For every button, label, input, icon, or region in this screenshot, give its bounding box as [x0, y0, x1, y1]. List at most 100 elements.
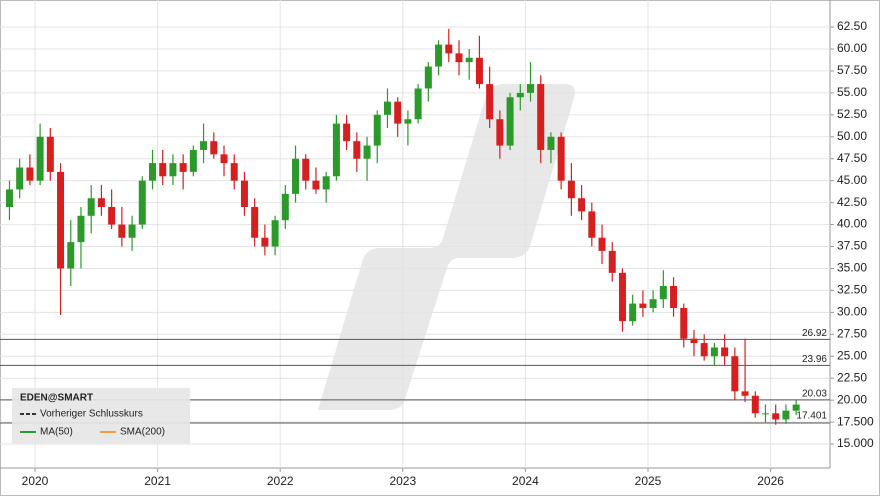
y-tick-label: 52.50 — [837, 107, 867, 121]
candle-body — [537, 84, 545, 150]
level-label: 23.96 — [802, 354, 827, 365]
candle-body — [148, 163, 156, 181]
candle-body — [373, 114, 381, 146]
candle-body — [271, 220, 279, 247]
candle-body — [670, 286, 678, 308]
y-tick-label: 32.50 — [837, 283, 867, 297]
candle-body — [302, 158, 310, 181]
candle-body — [629, 303, 637, 322]
candle-body — [598, 237, 606, 251]
candle-body — [588, 211, 596, 238]
candle-body — [179, 163, 187, 172]
candle-body — [322, 176, 330, 190]
candle-body — [578, 198, 586, 212]
candle-body — [404, 119, 412, 124]
y-tick-label: 20.00 — [837, 392, 867, 406]
candle-body — [618, 272, 626, 322]
x-tick-label: 2022 — [267, 474, 294, 488]
legend-box — [12, 388, 190, 444]
candle-body — [721, 347, 729, 357]
y-tick-label: 25.00 — [837, 348, 867, 362]
candle-body — [108, 207, 116, 225]
candle-body — [424, 66, 432, 89]
candle-body — [731, 356, 739, 392]
candle-body — [435, 44, 443, 67]
y-tick-label: 45.00 — [837, 173, 867, 187]
candle-body — [659, 286, 667, 300]
candle-body — [761, 413, 769, 415]
candle-body — [414, 88, 422, 120]
candle-body — [475, 57, 483, 85]
candle-body — [36, 136, 44, 181]
candle-body — [680, 307, 688, 339]
candle-body — [792, 404, 800, 411]
candle-body — [516, 92, 524, 98]
candle-body — [608, 250, 616, 273]
candle-body — [281, 193, 289, 221]
x-tick-label: 2024 — [512, 474, 539, 488]
candle-body — [251, 207, 259, 238]
candle-body — [700, 343, 708, 357]
candle-body — [465, 57, 473, 63]
y-tick-label: 15.000 — [837, 436, 874, 450]
candle-body — [649, 299, 657, 308]
candle-body — [261, 237, 269, 247]
candle-body — [782, 410, 790, 420]
candle-body — [383, 101, 391, 115]
x-tick-label: 2020 — [22, 474, 49, 488]
y-tick-label: 17.500 — [837, 414, 874, 428]
candle-body — [189, 149, 197, 172]
candle-body — [506, 97, 514, 146]
candle-body — [138, 180, 146, 225]
y-tick-label: 60.00 — [837, 41, 867, 55]
candle-body — [639, 303, 647, 308]
candle-body — [46, 136, 54, 172]
candle-body — [16, 167, 24, 190]
candle-body — [445, 44, 453, 54]
x-tick-label: 2021 — [144, 474, 171, 488]
y-tick-label: 40.00 — [837, 217, 867, 231]
level-label: 26.92 — [802, 328, 827, 339]
legend: EDEN@SMART Vorheriger Schlusskurs MA(50) SM… — [12, 388, 190, 444]
candle-body — [210, 141, 218, 155]
y-tick-label: 57.50 — [837, 63, 867, 77]
candle-body — [169, 163, 177, 177]
candle-body — [343, 123, 351, 142]
legend-label: SMA(200) — [120, 427, 165, 438]
x-tick-label: 2025 — [635, 474, 662, 488]
candle-body — [77, 215, 85, 243]
y-tick-label: 35.00 — [837, 261, 867, 275]
candle-body — [240, 180, 248, 208]
candle-body — [57, 171, 65, 269]
y-tick-label: 42.50 — [837, 195, 867, 209]
y-tick-label: 55.00 — [837, 85, 867, 99]
candle-body — [230, 163, 238, 181]
candle-body — [67, 242, 75, 269]
candle-body — [496, 119, 504, 146]
candle-body — [128, 224, 136, 238]
candle-body — [87, 198, 95, 216]
candle-body — [486, 84, 494, 120]
candle-body — [394, 101, 402, 124]
x-tick-label: 2023 — [389, 474, 416, 488]
candle-body — [567, 180, 575, 199]
y-tick-label: 22.50 — [837, 370, 867, 384]
legend-label: Vorheriger Schlusskurs — [40, 409, 143, 420]
candle-body — [292, 158, 300, 194]
candle-body — [118, 224, 126, 238]
candle-body — [200, 141, 208, 150]
y-tick-label: 27.50 — [837, 326, 867, 340]
candle-body — [690, 338, 698, 344]
candle-body — [159, 163, 167, 177]
candle-body — [363, 145, 371, 159]
candle-body — [97, 198, 105, 208]
legend-label: MA(50) — [40, 427, 73, 438]
y-tick-label: 37.50 — [837, 239, 867, 253]
y-tick-label: 62.50 — [837, 19, 867, 33]
candle-body — [557, 136, 565, 181]
y-tick-label: 47.50 — [837, 151, 867, 165]
level-label: 20.03 — [802, 389, 827, 400]
candle-body — [26, 167, 34, 181]
candle-body — [220, 154, 228, 164]
